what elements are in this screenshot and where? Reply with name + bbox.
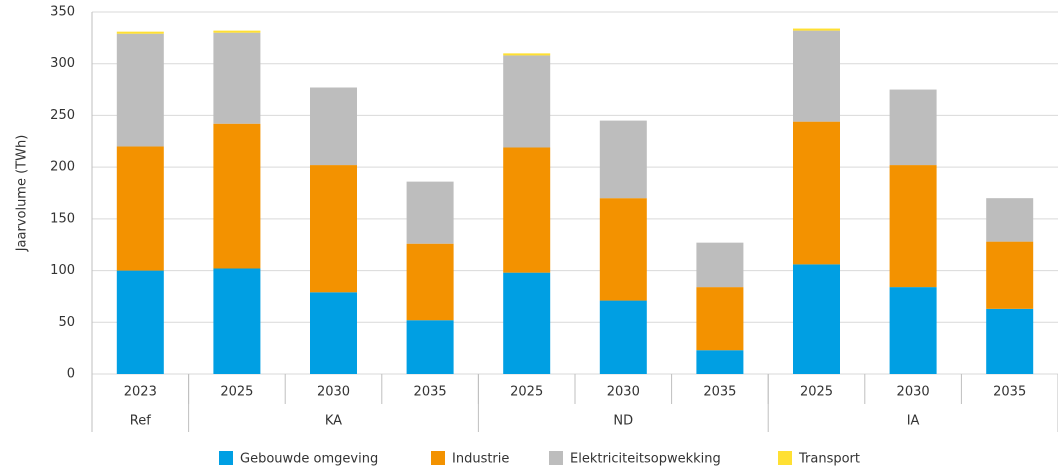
- x-tick-label: 2035: [993, 385, 1026, 400]
- bar-segment: [986, 308, 1034, 374]
- bar-segment: [599, 198, 647, 301]
- bar-segment: [986, 198, 1034, 242]
- bar-segment: [213, 123, 261, 269]
- y-axis-label: Jaarvolume (TWh): [15, 135, 30, 253]
- x-tick-label: 2025: [510, 385, 543, 400]
- legend-swatch: [431, 451, 445, 465]
- x-tick-label: 2030: [897, 385, 930, 400]
- bar-segment: [503, 55, 551, 148]
- group-label: Ref: [130, 414, 151, 429]
- bar-segment: [503, 147, 551, 273]
- bar-segment: [793, 121, 840, 265]
- legend-label: Transport: [798, 452, 860, 467]
- group-label: KA: [325, 414, 342, 429]
- group-label: IA: [907, 414, 920, 429]
- x-tick-label: 2030: [607, 385, 640, 400]
- bar-segment: [213, 32, 261, 124]
- legend-label: Industrie: [452, 452, 509, 467]
- bar-segment: [986, 241, 1034, 309]
- y-tick-label: 200: [50, 160, 75, 175]
- x-tick-label: 2023: [124, 385, 157, 400]
- x-tick-label: 2035: [703, 385, 736, 400]
- bar-segment: [696, 350, 744, 374]
- group-label: ND: [613, 414, 633, 429]
- bar-segment: [889, 287, 937, 374]
- bar-segment: [503, 272, 551, 374]
- legend-swatch: [549, 451, 563, 465]
- y-tick-label: 300: [50, 56, 75, 71]
- y-tick-label: 100: [50, 263, 75, 278]
- bar-segment: [503, 53, 551, 56]
- x-tick-label: 2025: [800, 385, 833, 400]
- y-tick-label: 50: [58, 315, 75, 330]
- bar-segment: [310, 165, 357, 293]
- y-tick-label: 250: [50, 108, 75, 123]
- bar-segment: [889, 89, 937, 166]
- bar-segment: [599, 300, 647, 374]
- bar-segment: [213, 30, 261, 33]
- bar-segment: [116, 33, 164, 147]
- bar-segment: [213, 268, 261, 374]
- legend-label: Gebouwde omgeving: [240, 452, 378, 467]
- x-tick-label: 2035: [414, 385, 447, 400]
- bar-segment: [793, 28, 840, 31]
- bar-segment: [310, 87, 357, 166]
- x-tick-label: 2025: [220, 385, 253, 400]
- bar-segment: [793, 30, 840, 122]
- y-tick-label: 350: [50, 5, 75, 20]
- bar-segment: [599, 120, 647, 199]
- bar-segment: [889, 165, 937, 288]
- y-tick-label: 0: [67, 367, 75, 382]
- bar-segment: [406, 320, 454, 374]
- bar-segment: [310, 292, 357, 374]
- legend-label: Elektriciteitsopwekking: [570, 452, 721, 467]
- x-tick-label: 2030: [317, 385, 350, 400]
- bar-segment: [116, 146, 164, 271]
- legend-swatch: [778, 451, 792, 465]
- y-tick-label: 150: [50, 211, 75, 226]
- bar-segment: [696, 242, 744, 288]
- bar-segment: [406, 181, 454, 244]
- bar-segment: [406, 243, 454, 321]
- bar-segment: [116, 31, 164, 34]
- bar-segment: [116, 270, 164, 374]
- bar-segment: [793, 264, 840, 374]
- legend-swatch: [219, 451, 233, 465]
- bar-segment: [696, 287, 744, 351]
